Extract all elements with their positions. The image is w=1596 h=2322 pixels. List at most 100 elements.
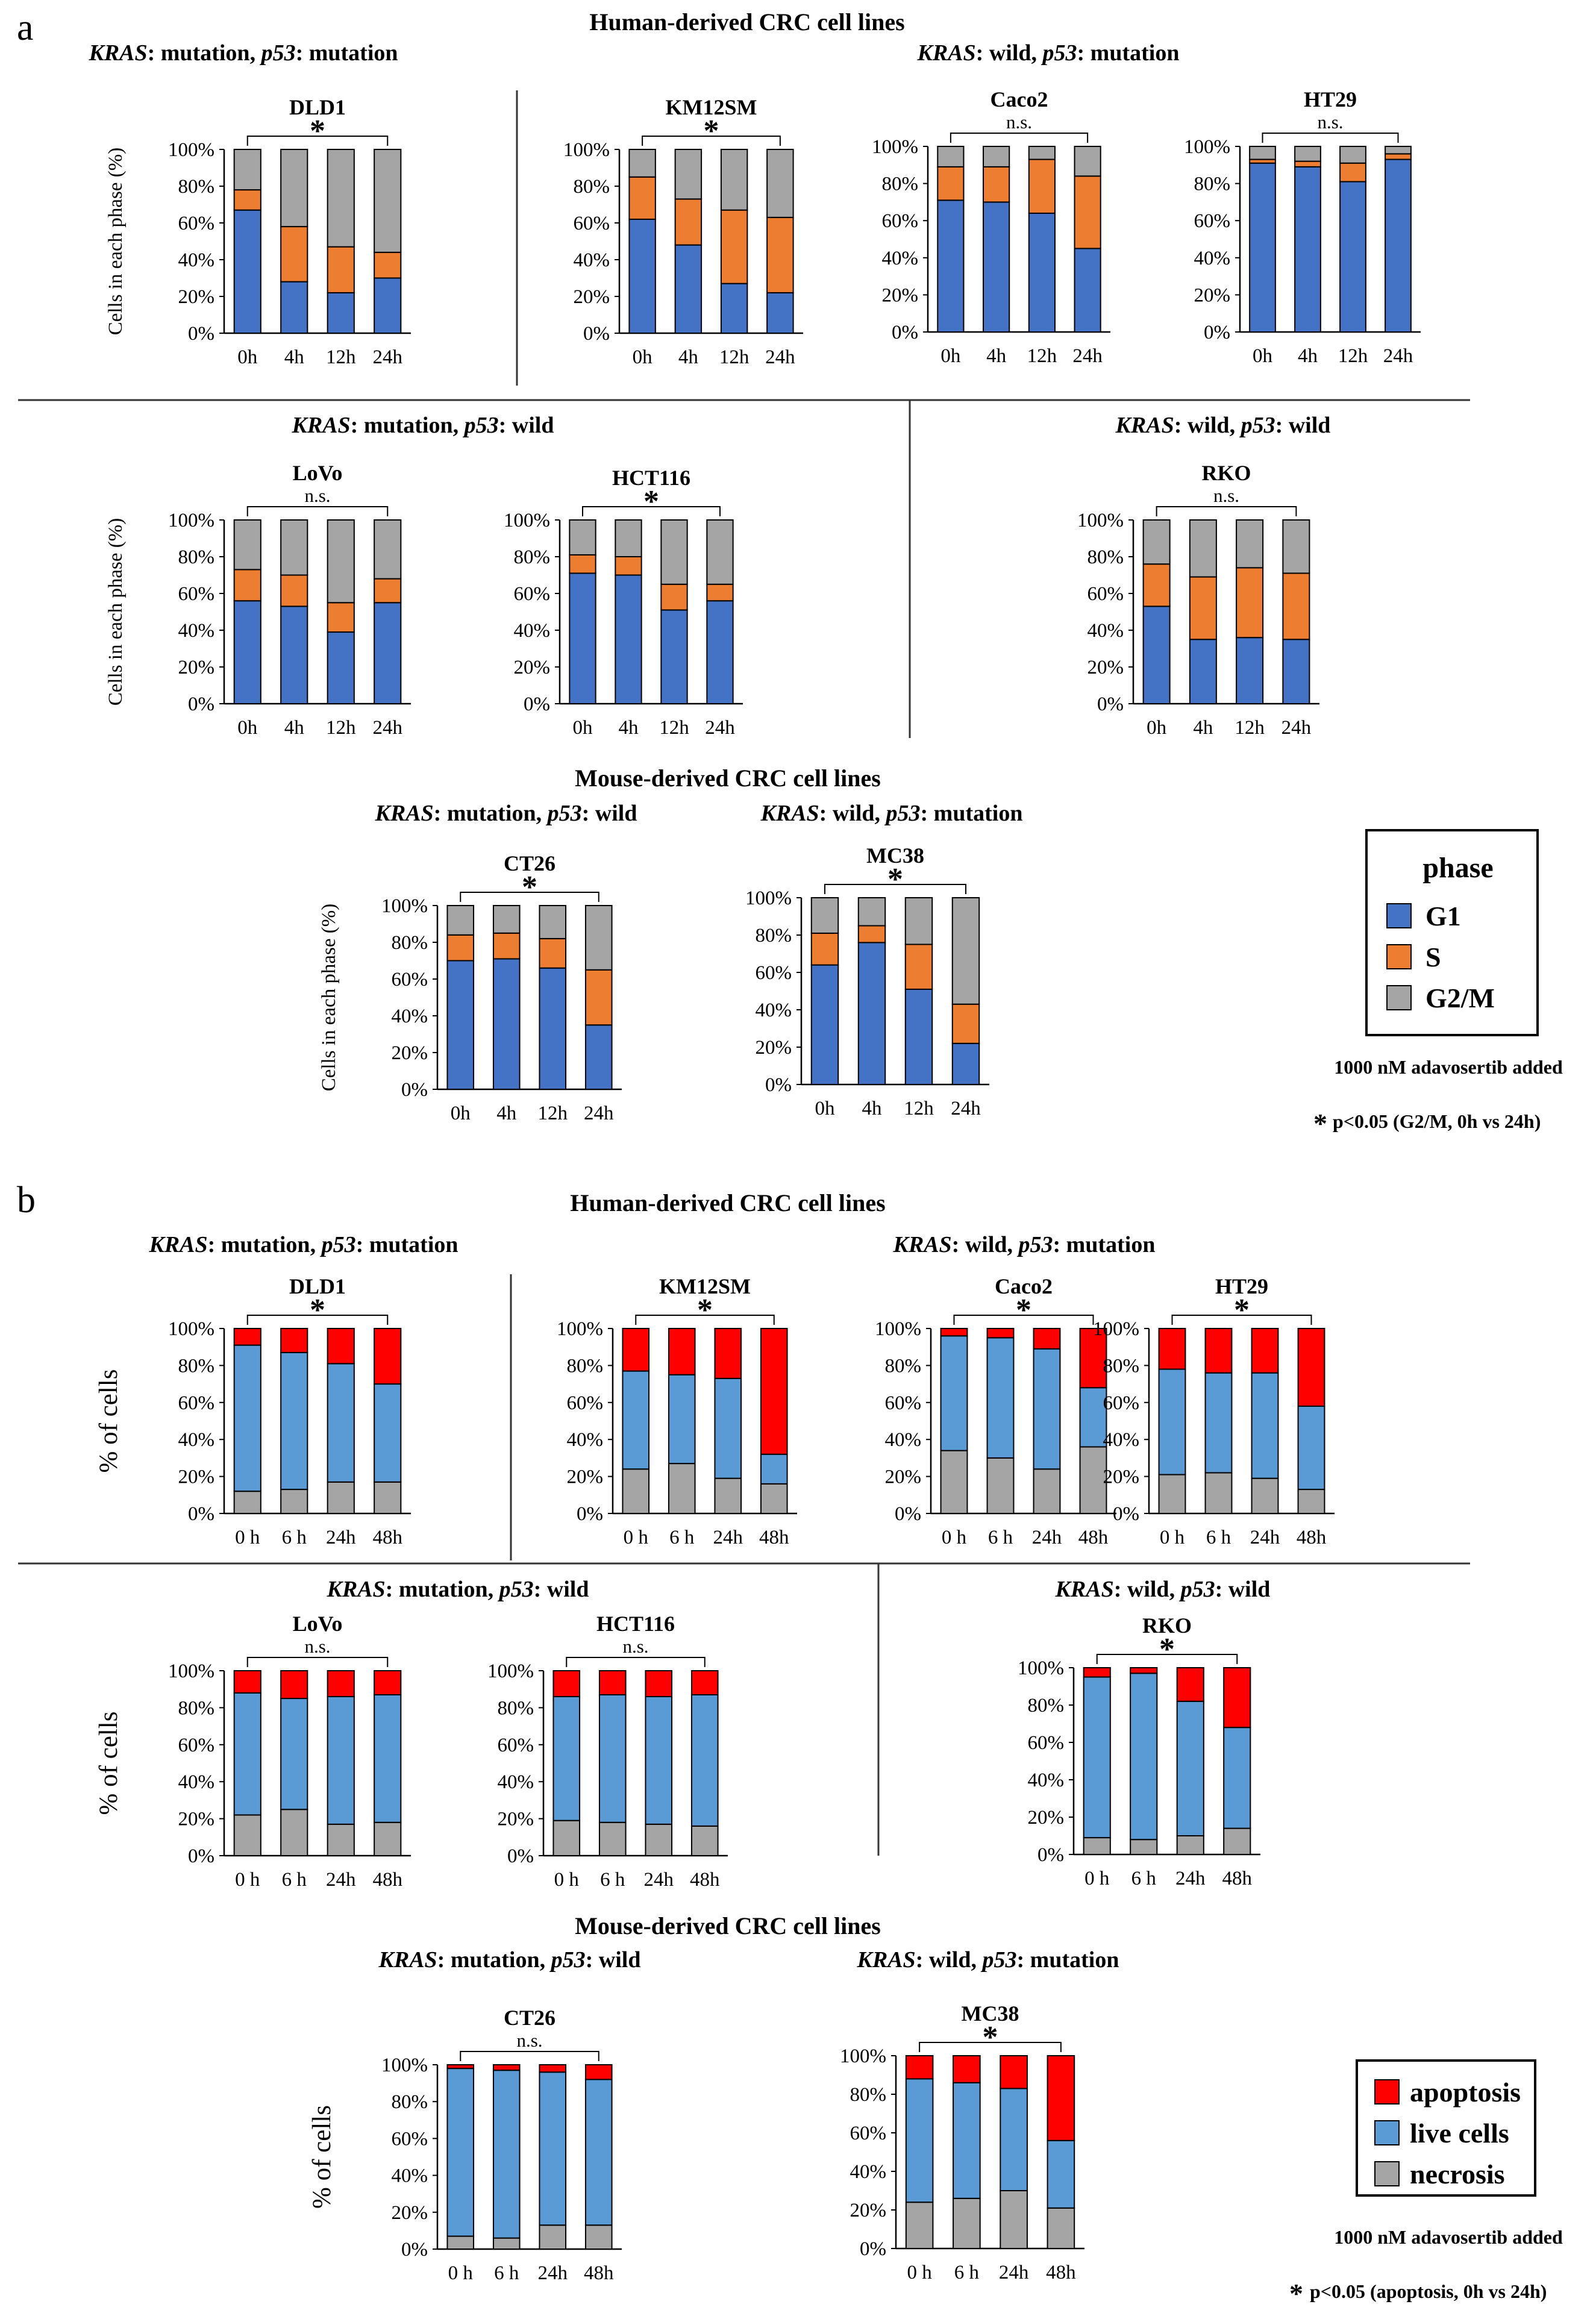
y-tick-label: 80% bbox=[178, 176, 215, 198]
chart-ht29: 0% 20% 40% 60% 80% 100% 0h 4h 12h 24h n.s.HT29 bbox=[1184, 87, 1421, 367]
x-tick-label: 0 h bbox=[907, 2262, 933, 2283]
x-tick-label: 6 h bbox=[1131, 1868, 1157, 1889]
x-tick-label: 24h bbox=[1032, 1527, 1062, 1548]
significance-bracket bbox=[460, 892, 599, 902]
bar-segment-g1 bbox=[1028, 212, 1056, 333]
significance-marker: * bbox=[1159, 1632, 1175, 1666]
y-tick-label: 0% bbox=[577, 1503, 603, 1525]
bar-segment-s bbox=[1142, 563, 1171, 607]
bar-segment-g1 bbox=[1142, 606, 1171, 704]
bar-segment-live-cells bbox=[1297, 1405, 1325, 1491]
x-tick-label: 4h bbox=[284, 346, 305, 368]
bar-segment-necrosis bbox=[1223, 1827, 1251, 1856]
bar-segment-s bbox=[628, 176, 656, 220]
bar-segment-necrosis bbox=[374, 1481, 402, 1515]
x-tick-label: 12h bbox=[1027, 345, 1057, 367]
bar-segment-apoptosis bbox=[1204, 1328, 1233, 1374]
bar-segment-necrosis bbox=[1047, 2207, 1075, 2250]
y-tick-label: 20% bbox=[882, 284, 919, 306]
bar-segment-live-cells bbox=[622, 1370, 650, 1470]
y-tick-label: 20% bbox=[1103, 1466, 1140, 1488]
x-tick-label: 24h bbox=[538, 2262, 568, 2284]
bar-segment-g2-m bbox=[1249, 146, 1276, 160]
bar-segment-s bbox=[1189, 576, 1217, 640]
x-tick-label: 24h bbox=[584, 1103, 614, 1124]
bar-segment-g1 bbox=[904, 988, 933, 1086]
bar-segment-apoptosis bbox=[446, 2064, 475, 2070]
y-axis-label: % of cells bbox=[308, 2105, 336, 2209]
chart-title: KM12SM bbox=[659, 1274, 751, 1298]
legend-label-g1: G1 bbox=[1425, 901, 1461, 931]
y-tick-label: 40% bbox=[567, 1429, 604, 1451]
bar-segment-necrosis bbox=[1204, 1472, 1233, 1514]
bar-segment-s bbox=[327, 246, 355, 293]
y-tick-label: 0% bbox=[892, 322, 918, 343]
bar-segment-s bbox=[539, 937, 567, 969]
bar-segment-live-cells bbox=[1176, 1700, 1204, 1837]
y-tick-label: 0% bbox=[401, 2239, 428, 2261]
bar-segment-apoptosis bbox=[714, 1328, 742, 1379]
y-tick-label: 100% bbox=[487, 1660, 534, 1682]
bar-segment-g1 bbox=[951, 1042, 980, 1086]
bar-segment-live-cells bbox=[446, 2068, 475, 2237]
group-label: KRAS: mutation, p53: wild bbox=[327, 1577, 589, 1602]
y-tick-label: 20% bbox=[1087, 657, 1124, 678]
bar-segment-s bbox=[674, 198, 703, 246]
bar-segment-apoptosis bbox=[905, 2055, 934, 2080]
y-tick-label: 100% bbox=[840, 2045, 886, 2067]
y-tick-label: 80% bbox=[498, 1697, 534, 1719]
bar-segment-s bbox=[327, 602, 355, 633]
y-tick-label: 40% bbox=[574, 249, 610, 271]
bar-segment-apoptosis bbox=[1251, 1328, 1279, 1374]
bar-segment-necrosis bbox=[584, 2224, 613, 2250]
bar-segment-live-cells bbox=[327, 1363, 355, 1483]
bar-segment-live-cells bbox=[1158, 1368, 1186, 1476]
significance-bracket bbox=[950, 133, 1089, 143]
significance-marker: * bbox=[310, 1293, 325, 1327]
bar-segment-apoptosis bbox=[986, 1328, 1015, 1339]
significance-marker: n.s. bbox=[304, 1636, 330, 1657]
bar-segment-s bbox=[951, 1003, 980, 1044]
bar-segment-s bbox=[584, 969, 613, 1026]
x-tick-label: 48h bbox=[1222, 1868, 1253, 1889]
y-tick-label: 100% bbox=[1184, 136, 1230, 158]
chart-title: HCT116 bbox=[612, 466, 690, 490]
bar-segment-live-cells bbox=[1033, 1348, 1061, 1470]
bar-segment-necrosis bbox=[1251, 1477, 1279, 1514]
bar-segment-apoptosis bbox=[233, 1670, 261, 1694]
x-tick-label: 0h bbox=[573, 717, 593, 739]
bar-segment-necrosis bbox=[598, 1821, 627, 1856]
y-tick-label: 80% bbox=[1194, 174, 1231, 195]
bar-segment-necrosis bbox=[327, 1823, 355, 1857]
bar-segment-necrosis bbox=[690, 1825, 719, 1856]
y-tick-label: 60% bbox=[1194, 210, 1231, 232]
x-tick-label: 24h bbox=[644, 1869, 674, 1891]
bar-segment-live-cells bbox=[905, 2078, 934, 2203]
bar-segment-live-cells bbox=[552, 1695, 581, 1821]
legend-swatch-apoptosis bbox=[1374, 2079, 1400, 2105]
y-tick-label: 60% bbox=[1087, 583, 1124, 605]
y-tick-label: 80% bbox=[178, 546, 215, 568]
y-tick-label: 100% bbox=[745, 887, 792, 909]
bar-segment-live-cells bbox=[492, 2070, 521, 2239]
bar-segment-necrosis bbox=[233, 1814, 261, 1856]
bar-segment-g1 bbox=[706, 600, 734, 705]
y-tick-label: 80% bbox=[1103, 1355, 1140, 1377]
y-tick-label: 60% bbox=[178, 583, 215, 605]
x-tick-label: 4h bbox=[1193, 717, 1213, 739]
x-tick-label: 0h bbox=[1253, 345, 1273, 367]
y-tick-label: 0% bbox=[524, 693, 550, 715]
x-tick-label: 24h bbox=[951, 1098, 981, 1119]
x-tick-label: 24h bbox=[999, 2262, 1029, 2283]
chart-km12sm: 0% 20% 40% 60% 80% 100% 0h 4h 12h 24h *KM12SM bbox=[563, 95, 803, 368]
bar-segment-s bbox=[904, 944, 933, 990]
chart-caco2: 0% 20% 40% 60% 80% 100% 0h 4h 12h 24h n.s.Caco2 bbox=[872, 87, 1110, 367]
significance-marker: n.s. bbox=[1317, 111, 1343, 133]
bar-segment-necrosis bbox=[714, 1477, 742, 1514]
bar-segment-g1 bbox=[539, 967, 567, 1090]
bar-segment-necrosis bbox=[233, 1491, 261, 1514]
bar-segment-s bbox=[1236, 567, 1264, 639]
significance-marker: n.s. bbox=[1006, 111, 1032, 133]
bar-segment-g1 bbox=[628, 218, 656, 334]
